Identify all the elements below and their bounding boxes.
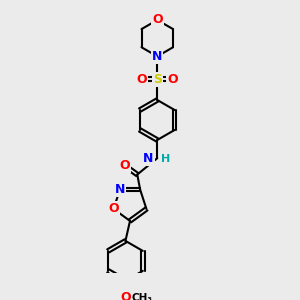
Text: CH₃: CH₃: [132, 293, 153, 300]
Text: N: N: [115, 183, 125, 196]
Text: S: S: [153, 73, 162, 85]
Text: O: O: [167, 73, 178, 85]
Text: H: H: [161, 154, 170, 164]
Text: O: O: [152, 14, 163, 26]
Text: O: O: [108, 202, 119, 215]
Text: O: O: [136, 73, 147, 85]
Text: N: N: [143, 152, 154, 165]
Text: O: O: [119, 159, 130, 172]
Text: N: N: [152, 50, 163, 63]
Text: O: O: [120, 291, 131, 300]
